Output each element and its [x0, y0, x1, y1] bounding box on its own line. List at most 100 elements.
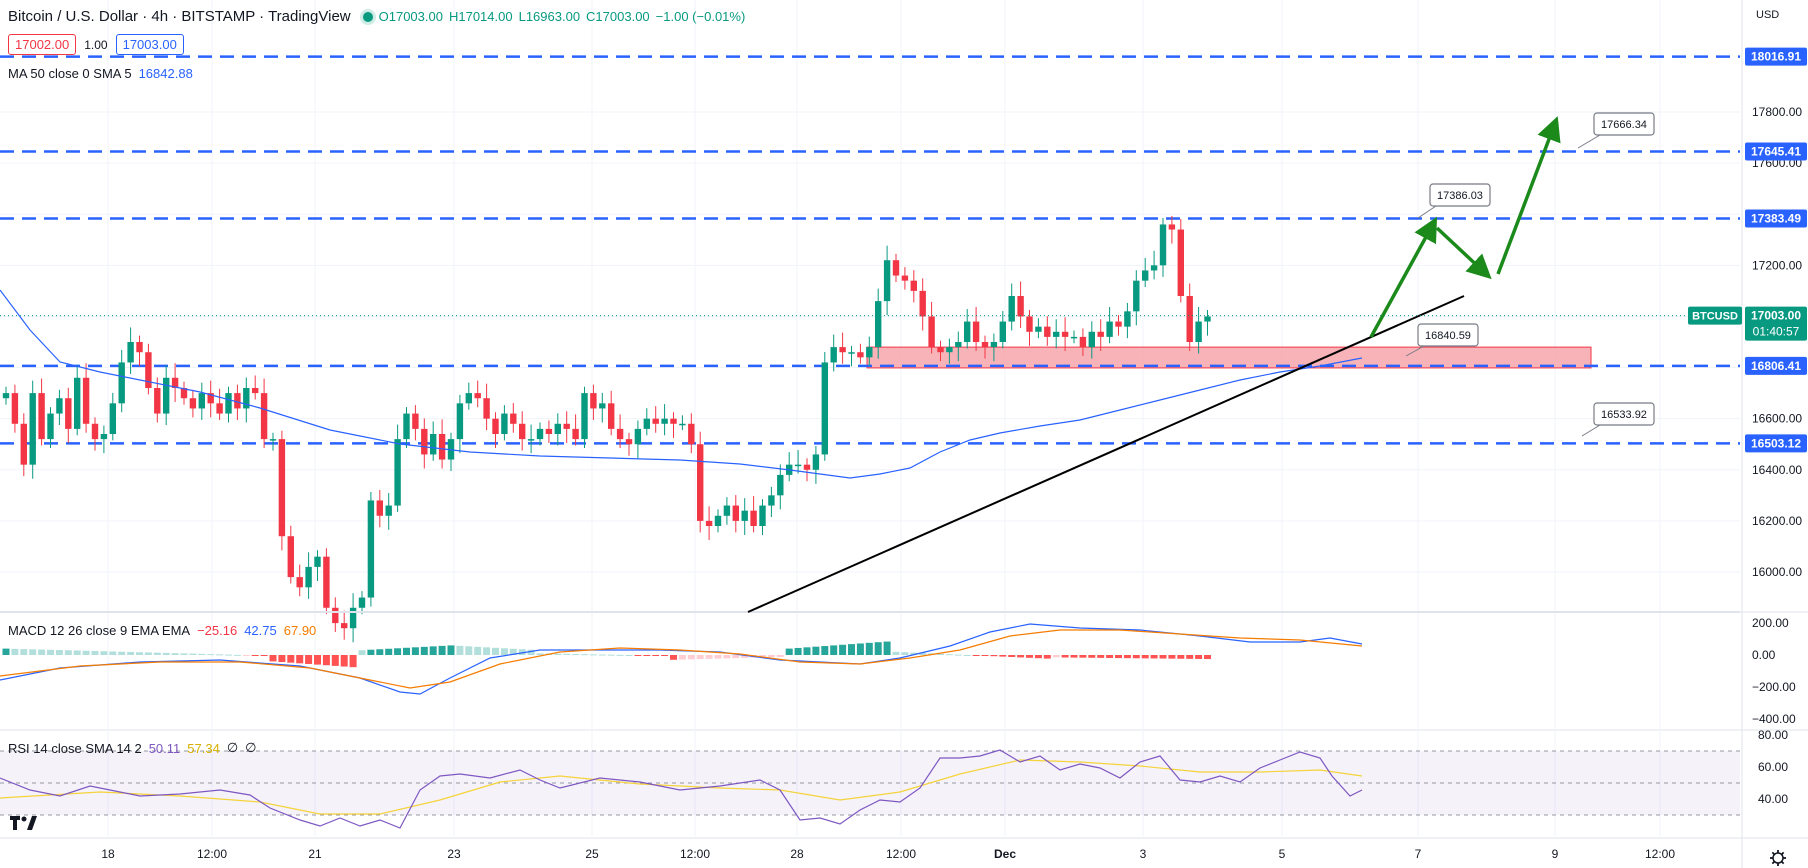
- chart-header: Bitcoin / U.S. Dollar · 4h · BITSTAMP · …: [8, 8, 745, 25]
- macd-histogram-bar: [287, 655, 295, 663]
- candle-down: [332, 607, 339, 624]
- macd-histogram-bar: [73, 650, 81, 655]
- rsi-line: [0, 749, 1363, 829]
- trendline[interactable]: [747, 295, 1465, 613]
- candle-up: [385, 505, 392, 516]
- candle-up: [759, 505, 766, 526]
- macd-histogram-bar: [376, 649, 384, 655]
- candle-down: [1026, 316, 1033, 332]
- candle-down: [857, 352, 864, 358]
- ma-legend-value: 16842.88: [138, 66, 193, 81]
- macd-histogram-bar: [990, 655, 998, 657]
- settings-gear-icon[interactable]: [1770, 850, 1786, 866]
- price-tick: 16200.00: [1752, 514, 1802, 528]
- time-axis-tick: 23: [447, 847, 461, 861]
- callout-label: 16840.59: [1425, 330, 1471, 342]
- price-callouts[interactable]: 17666.34 17386.03 16840.59 16533.92: [1405, 112, 1655, 437]
- macd-axis-tick: 0.00: [1752, 648, 1776, 662]
- macd-histogram-bar: [2, 648, 10, 655]
- sell-price-button[interactable]: 17002.00: [8, 34, 77, 55]
- macd-legend[interactable]: MACD 12 26 close 9 EMA EMA −25.16 42.75 …: [8, 623, 316, 638]
- macd-histogram-bar: [1168, 655, 1176, 659]
- gear-tooth: [1780, 860, 1785, 865]
- candle-down: [732, 505, 739, 521]
- candle-down: [563, 423, 570, 429]
- symbol-title[interactable]: Bitcoin / U.S. Dollar · 4h · BITSTAMP · …: [8, 8, 351, 25]
- level-price-label: 16503.12: [1751, 436, 1801, 450]
- candle-up: [1159, 224, 1167, 266]
- callout-leader: [1577, 134, 1601, 149]
- macd-histogram-bar: [483, 647, 491, 655]
- macd-histogram-bar: [803, 647, 811, 655]
- axes: USD17800.0017600.0017200.0016600.0016400…: [0, 9, 1807, 866]
- macd-histogram-bar: [118, 651, 126, 655]
- ma-legend[interactable]: MA 50 close 0 SMA 5 16842.88: [8, 66, 193, 81]
- candle-down: [510, 413, 517, 424]
- macd-histogram-bar: [954, 654, 962, 656]
- candle-down: [145, 352, 152, 388]
- macd-histogram-bar: [607, 654, 615, 656]
- candle-down: [625, 439, 633, 445]
- macd-pane: [0, 623, 1363, 695]
- time-axis-tick: 21: [308, 847, 322, 861]
- time-axis-tick: 18: [101, 847, 115, 861]
- macd-histogram-bar: [144, 652, 152, 655]
- macd-histogram-bar: [1204, 655, 1211, 660]
- candle-up: [367, 500, 375, 598]
- level-price-label: 17645.41: [1751, 145, 1801, 159]
- candle-down: [1097, 331, 1104, 337]
- macd-histogram-bar: [136, 652, 143, 655]
- macd-histogram-bar: [1150, 655, 1158, 659]
- macd-histogram-bar: [1008, 655, 1016, 657]
- candle-up: [198, 393, 205, 409]
- tradingview-logo[interactable]: [10, 814, 40, 836]
- macd-histogram-bar: [652, 655, 660, 656]
- horizontal-levels[interactable]: [0, 55, 1740, 445]
- candlestick-series: [0, 216, 1740, 643]
- price-tick: 17200.00: [1752, 258, 1802, 272]
- candle-up: [821, 362, 828, 455]
- candle-up: [118, 362, 125, 404]
- candle-up: [1008, 296, 1015, 322]
- macd-histogram-bar: [1159, 655, 1167, 659]
- candle-up: [554, 423, 561, 434]
- macd-histogram-bar: [687, 655, 695, 660]
- candle-down: [1044, 326, 1051, 337]
- macd-histogram-bar: [661, 655, 669, 656]
- macd-histogram-bar: [109, 651, 117, 655]
- macd-histogram-bar: [305, 655, 313, 664]
- price-tick: 16000.00: [1752, 565, 1802, 579]
- macd-histogram-bar: [1070, 655, 1078, 658]
- candle-up: [2, 393, 10, 399]
- macd-axis-tick: −400.00: [1752, 712, 1796, 726]
- macd-histogram-bar: [153, 652, 161, 655]
- price-callout: 16533.92: [1581, 402, 1655, 437]
- rsi-legend[interactable]: RSI 14 close SMA 14 2 50.11 57.34 ∅ ∅: [8, 740, 256, 756]
- macd-histogram-bar: [216, 654, 224, 656]
- candle-up: [1053, 331, 1060, 337]
- macd-histogram-bar: [358, 650, 366, 655]
- candle-up: [794, 464, 802, 467]
- price-callout: 17666.34: [1577, 112, 1655, 149]
- macd-histogram-bar: [901, 652, 909, 655]
- price-callout: 16840.59: [1405, 323, 1479, 357]
- level-price-tag: [1745, 434, 1807, 453]
- moving-average-line: [0, 289, 1363, 479]
- buy-price-button[interactable]: 17003.00: [115, 34, 184, 55]
- macd-histogram-bar: [403, 647, 410, 655]
- market-open-icon: [362, 11, 373, 22]
- projection-arrow: [1369, 216, 1438, 338]
- rsi-extra-1: ∅: [226, 740, 239, 755]
- candle-up: [643, 418, 650, 429]
- candle-up: [777, 474, 784, 496]
- candle-up: [1106, 321, 1113, 337]
- candle-up: [225, 393, 232, 414]
- macd-histogram-bar: [29, 649, 37, 655]
- macd-histogram-bar: [999, 655, 1007, 657]
- candle-up: [349, 607, 357, 629]
- callout-leader: [1417, 205, 1437, 219]
- projection-arrows[interactable]: [1369, 116, 1561, 338]
- macd-histogram-bar: [385, 648, 393, 655]
- candle-down: [20, 423, 27, 465]
